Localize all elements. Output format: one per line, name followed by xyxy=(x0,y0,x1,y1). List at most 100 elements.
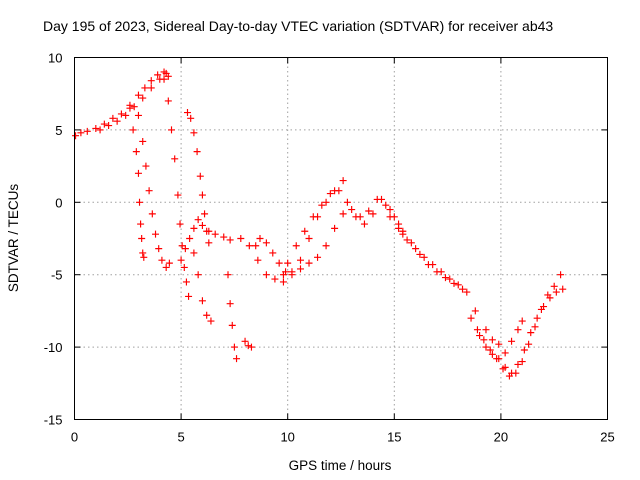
data-point xyxy=(154,71,162,79)
data-point xyxy=(467,314,475,322)
data-point xyxy=(228,321,236,329)
data-point xyxy=(373,195,381,203)
data-point xyxy=(296,265,304,273)
data-point xyxy=(237,235,245,242)
data-point xyxy=(424,261,432,269)
data-point xyxy=(314,253,322,261)
data-point xyxy=(525,340,533,348)
data-point xyxy=(540,303,548,311)
data-point xyxy=(205,239,213,247)
x-tick-label: 0 xyxy=(71,430,78,445)
data-point xyxy=(198,191,206,199)
data-point xyxy=(142,162,150,170)
data-point xyxy=(262,239,270,247)
grid-lines xyxy=(74,57,608,420)
data-point xyxy=(168,126,176,134)
data-point xyxy=(552,288,560,296)
data-point xyxy=(473,326,481,334)
data-point xyxy=(190,224,198,232)
data-point xyxy=(162,69,170,77)
chart-title: Day 195 of 2023, Sidereal Day-to-day VTE… xyxy=(43,18,553,34)
data-point xyxy=(165,259,173,267)
data-point xyxy=(339,177,347,185)
data-point xyxy=(139,94,147,102)
x-tick-label: 20 xyxy=(494,430,508,445)
data-point xyxy=(245,242,253,250)
data-point xyxy=(348,206,356,214)
x-tick-label: 10 xyxy=(280,430,294,445)
data-point xyxy=(230,343,238,351)
data-point xyxy=(77,129,85,137)
data-point xyxy=(203,311,211,319)
y-tick-label: 0 xyxy=(55,195,62,210)
data-point xyxy=(155,245,163,253)
series-track-e xyxy=(160,75,193,300)
data-point xyxy=(399,230,407,238)
data-point xyxy=(395,224,403,232)
series-track-r xyxy=(482,317,526,357)
data-point xyxy=(501,349,509,357)
data-point xyxy=(137,220,145,228)
data-point xyxy=(233,355,241,363)
data-point xyxy=(205,227,213,235)
series-track-d xyxy=(134,111,173,271)
data-points xyxy=(72,68,567,380)
data-point xyxy=(105,122,113,130)
data-point xyxy=(309,213,317,221)
data-point xyxy=(531,323,539,331)
data-point xyxy=(148,210,156,218)
data-point xyxy=(136,198,144,206)
data-point xyxy=(177,256,185,264)
data-point xyxy=(296,256,304,264)
data-point xyxy=(446,275,454,283)
x-tick-label: 25 xyxy=(600,430,614,445)
data-point xyxy=(369,210,377,218)
data-point xyxy=(292,242,300,250)
data-point xyxy=(113,117,121,125)
data-point xyxy=(171,155,179,163)
data-point xyxy=(129,126,137,134)
data-point xyxy=(241,337,249,345)
data-point xyxy=(508,369,516,377)
data-point xyxy=(343,198,351,206)
data-point xyxy=(416,250,424,258)
series-track-n xyxy=(386,213,479,315)
data-point xyxy=(305,235,313,242)
data-point xyxy=(186,235,194,242)
data-point xyxy=(386,213,394,221)
data-point xyxy=(495,340,503,348)
x-tick-label: 15 xyxy=(387,430,401,445)
data-point xyxy=(198,221,206,229)
data-point xyxy=(360,220,368,228)
data-point xyxy=(501,363,509,371)
data-point xyxy=(508,337,516,345)
data-point xyxy=(252,242,260,250)
data-point xyxy=(322,198,330,206)
data-point xyxy=(83,127,91,135)
series-track-o xyxy=(399,230,467,293)
y-tick-label: -5 xyxy=(51,268,63,283)
y-tick-label: -15 xyxy=(44,413,63,428)
data-point xyxy=(211,230,219,238)
data-point xyxy=(122,111,130,119)
data-point xyxy=(520,346,528,354)
data-point xyxy=(463,288,471,296)
data-point xyxy=(279,271,287,279)
data-point xyxy=(279,278,287,286)
x-axis-label: GPS time / hours xyxy=(289,458,392,473)
data-point xyxy=(441,274,449,282)
data-point xyxy=(486,346,494,354)
series-track-m xyxy=(279,195,407,286)
series-track-h xyxy=(190,249,215,325)
data-point xyxy=(126,104,134,112)
data-point xyxy=(557,271,565,279)
series-track-p xyxy=(467,271,565,380)
data-point xyxy=(194,216,202,224)
data-point xyxy=(138,235,146,242)
data-point xyxy=(288,271,296,279)
data-point xyxy=(198,297,206,305)
y-axis-label: SDTVAR / TECUs xyxy=(6,184,21,293)
series-track-j xyxy=(241,235,290,351)
data-point xyxy=(495,355,503,363)
data-point xyxy=(546,294,554,302)
